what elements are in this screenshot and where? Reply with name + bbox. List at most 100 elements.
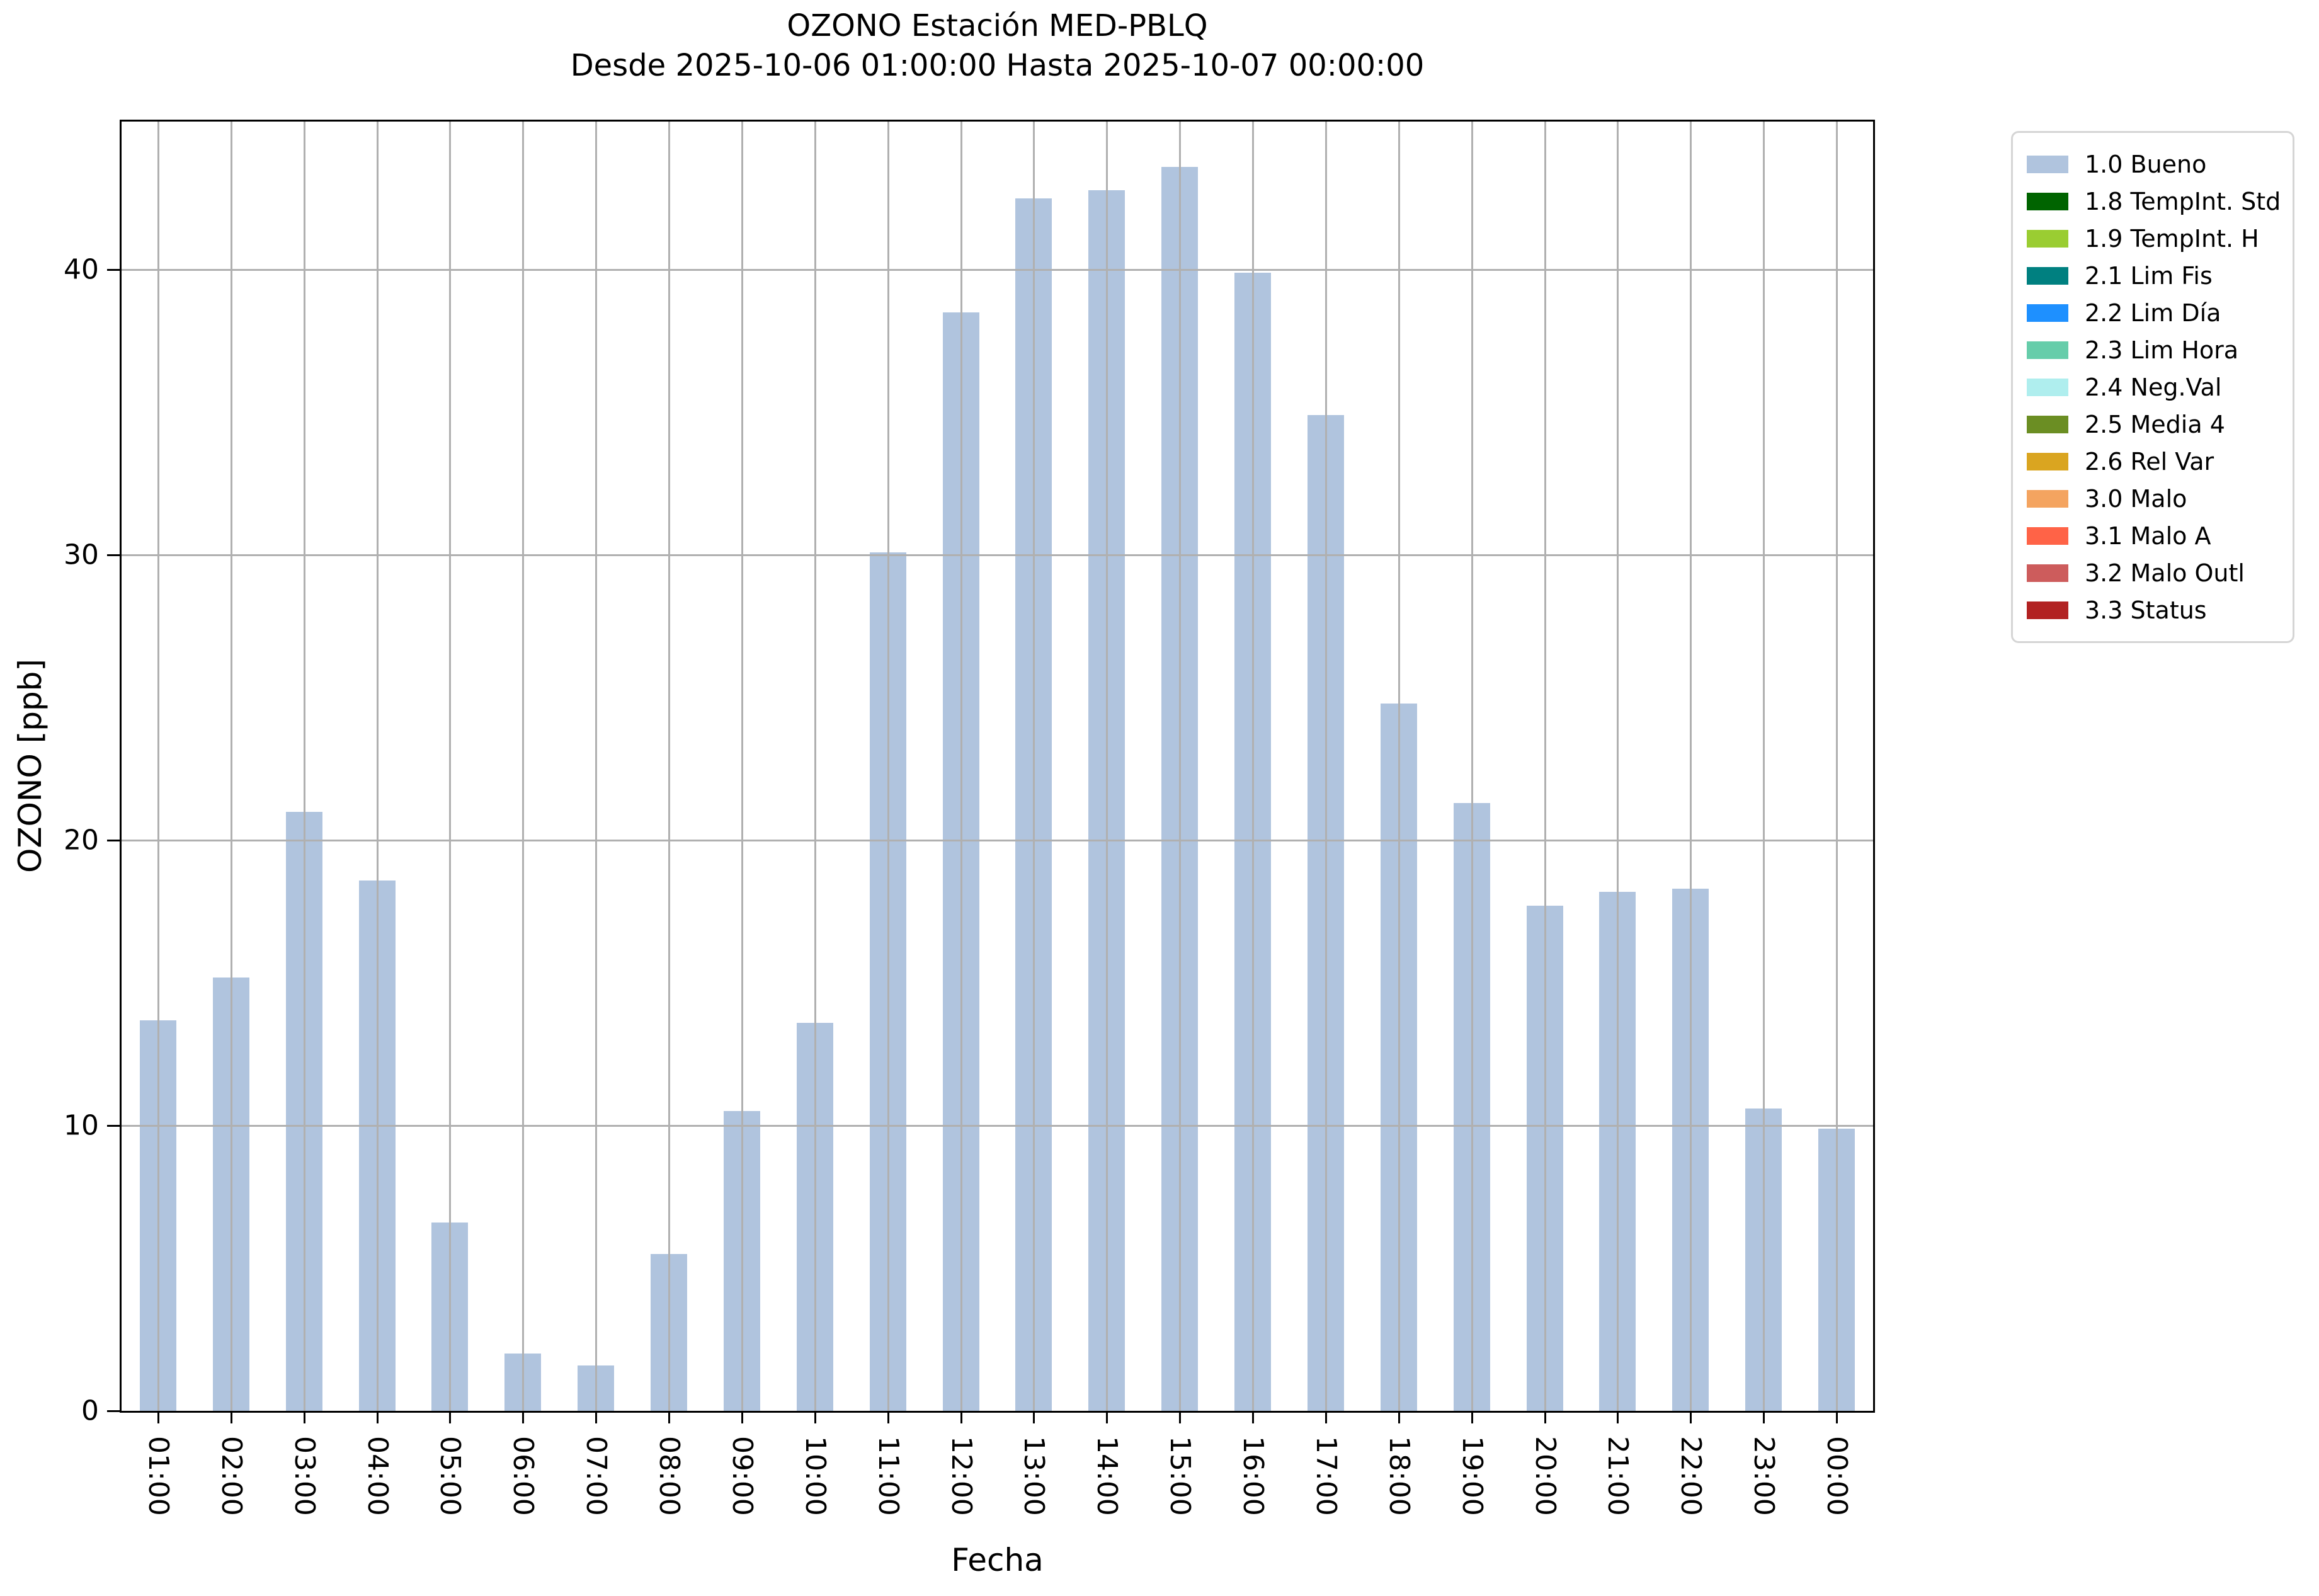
x-tick-mark	[1471, 1411, 1473, 1423]
x-tick-label: 17:00	[1309, 1436, 1342, 1516]
x-tick-label: 22:00	[1675, 1436, 1707, 1516]
x-tick-mark	[1617, 1411, 1619, 1423]
y-tick-mark	[107, 1410, 120, 1412]
bar-column: 20:00	[1508, 122, 1581, 1516]
bar-column: 18:00	[1362, 122, 1435, 1516]
legend-item: 3.2 Malo Outl	[2027, 554, 2279, 591]
x-tick-mark	[522, 1411, 525, 1423]
x-tick-mark	[157, 1411, 159, 1423]
y-tick-label: 30	[64, 539, 99, 571]
x-gridline	[1252, 122, 1255, 1411]
x-tick-label: 01:00	[142, 1436, 174, 1516]
legend-swatch	[2027, 192, 2068, 210]
x-tick-label: 02:00	[215, 1436, 248, 1516]
chart-title: OZONO Estación MED-PBLQ	[787, 8, 1208, 43]
x-gridline	[1544, 122, 1546, 1411]
x-gridline	[230, 122, 232, 1411]
legend-item: 2.6 Rel Var	[2027, 443, 2279, 480]
legend: 1.0 Bueno 1.8 TempInt. Std 1.9 TempInt. H 2…	[2011, 131, 2294, 643]
x-tick-mark	[1179, 1411, 1182, 1423]
x-tick-mark	[741, 1411, 743, 1423]
bar-column: 04:00	[341, 122, 414, 1516]
legend-swatch	[2027, 415, 2068, 433]
x-tick-mark	[595, 1411, 598, 1423]
x-gridline	[1763, 122, 1765, 1411]
bar-column: 16:00	[1216, 122, 1289, 1516]
legend-swatch	[2027, 452, 2068, 470]
x-tick-mark	[1836, 1411, 1838, 1423]
x-gridline	[1690, 122, 1692, 1411]
x-gridline	[522, 122, 525, 1411]
legend-item: 1.9 TempInt. H	[2027, 220, 2279, 257]
y-tick-label: 10	[64, 1109, 99, 1142]
x-gridline	[1106, 122, 1108, 1411]
x-tick-mark	[1325, 1411, 1327, 1423]
x-tick-label: 03:00	[288, 1436, 321, 1516]
legend-label: 2.1 Lim Fis	[2085, 261, 2213, 290]
legend-item: 2.5 Media 4	[2027, 406, 2279, 443]
y-gridline	[122, 1125, 1873, 1127]
x-tick-mark	[230, 1411, 232, 1423]
x-tick-mark	[449, 1411, 452, 1423]
x-tick-mark	[1544, 1411, 1546, 1423]
bar-column: 10:00	[778, 122, 852, 1516]
legend-item: 1.0 Bueno	[2027, 145, 2279, 183]
x-tick-mark	[1398, 1411, 1400, 1423]
bar-column: 05:00	[414, 122, 487, 1516]
legend-label: 1.9 TempInt. H	[2085, 224, 2259, 253]
x-gridline	[887, 122, 889, 1411]
legend-label: 2.4 Neg.Val	[2085, 373, 2222, 401]
x-gridline	[1617, 122, 1619, 1411]
x-gridline	[303, 122, 305, 1411]
legend-item: 2.3 Lim Hora	[2027, 331, 2279, 368]
x-gridline	[814, 122, 816, 1411]
x-tick-mark	[376, 1411, 379, 1423]
x-gridline	[1398, 122, 1400, 1411]
x-gridline	[1033, 122, 1035, 1411]
x-tick-mark	[668, 1411, 671, 1423]
legend-item: 1.8 TempInt. Std	[2027, 183, 2281, 220]
x-tick-label: 18:00	[1382, 1436, 1415, 1516]
bar-column: 19:00	[1435, 122, 1508, 1516]
x-gridline	[668, 122, 671, 1411]
x-tick-label: 16:00	[1237, 1436, 1270, 1516]
x-tick-label: 13:00	[1018, 1436, 1051, 1516]
x-tick-mark	[1033, 1411, 1035, 1423]
bar-column: 23:00	[1727, 122, 1800, 1516]
bar-column: 06:00	[486, 122, 559, 1516]
x-tick-label: 19:00	[1456, 1436, 1488, 1516]
x-tick-mark	[814, 1411, 816, 1423]
x-gridline	[449, 122, 452, 1411]
y-gridline	[122, 269, 1873, 271]
bar-column: 03:00	[268, 122, 341, 1516]
x-axis-label: Fecha	[951, 1542, 1044, 1578]
bar-column: 13:00	[998, 122, 1071, 1516]
legend-label: 2.5 Media 4	[2085, 410, 2225, 438]
x-tick-mark	[1690, 1411, 1692, 1423]
legend-item: 3.1 Malo A	[2027, 517, 2279, 554]
x-tick-label: 23:00	[1748, 1436, 1781, 1516]
plot-area: 0 10 20 30 40 01:00 02:00 03:00 04:00 05:00 06:00 0…	[64, 120, 1875, 1516]
legend-label: 1.8 TempInt. Std	[2085, 187, 2281, 215]
bar-column: 08:00	[632, 122, 705, 1516]
bar-column: 14:00	[1070, 122, 1143, 1516]
bar-column: 17:00	[1289, 122, 1362, 1516]
legend-label: 1.0 Bueno	[2085, 150, 2207, 178]
y-gridline	[122, 840, 1873, 842]
legend-label: 2.6 Rel Var	[2085, 447, 2214, 476]
x-tick-label: 14:00	[1091, 1436, 1124, 1516]
legend-label: 3.2 Malo Outl	[2085, 559, 2245, 587]
legend-label: 3.3 Status	[2085, 596, 2207, 624]
x-tick-label: 20:00	[1529, 1436, 1561, 1516]
x-gridline	[960, 122, 962, 1411]
bar-column: 11:00	[852, 122, 925, 1516]
x-tick-label: 00:00	[1821, 1436, 1854, 1516]
legend-label: 3.0 Malo	[2085, 484, 2187, 513]
legend-swatch	[2027, 527, 2068, 545]
x-tick-mark	[960, 1411, 962, 1423]
x-tick-mark	[1763, 1411, 1765, 1423]
x-tick-label: 15:00	[1164, 1436, 1197, 1516]
x-tick-label: 10:00	[799, 1436, 831, 1516]
legend-swatch	[2027, 601, 2068, 619]
